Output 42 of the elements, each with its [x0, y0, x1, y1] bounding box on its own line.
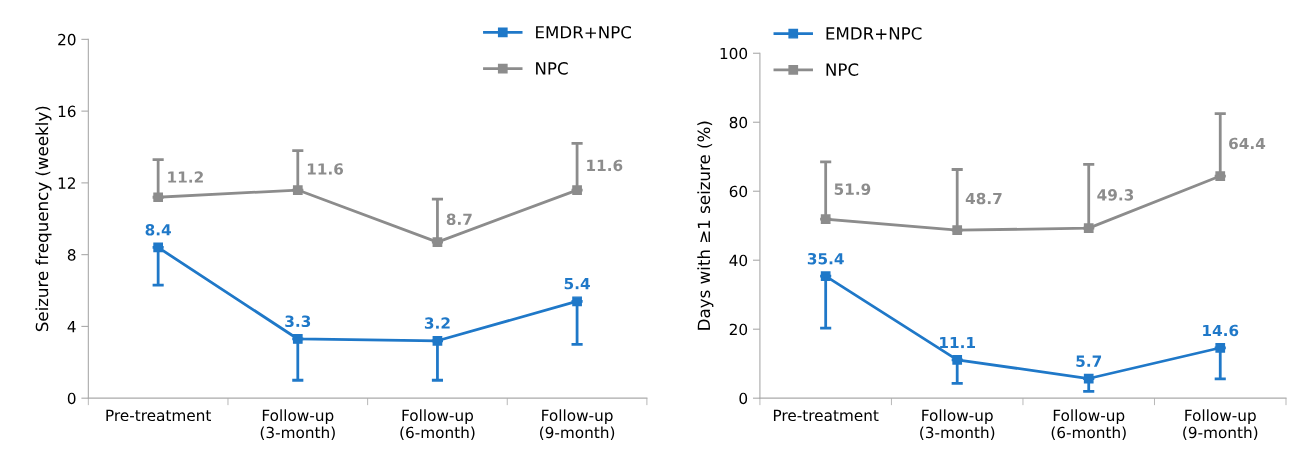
x-tick-label: Follow-up (3-month) [260, 409, 335, 441]
x-tick-label: Follow-up (9-month) [540, 409, 615, 441]
y-tick-label: 8 [67, 249, 76, 261]
data-label: 11.6 [307, 163, 344, 175]
y-tick-label: 80 [729, 116, 748, 129]
data-label: 64.4 [1229, 137, 1266, 150]
data-label: 8.4 [145, 223, 171, 236]
y-tick-label: 20 [58, 33, 76, 46]
data-label: 3.2 [424, 317, 450, 329]
legend-label: NPC [826, 63, 859, 76]
y-tick-label: 60 [729, 185, 748, 198]
data-label: 5.4 [564, 278, 590, 290]
legend-label: NPC [536, 62, 568, 75]
legend-label: EMDR+NPC [536, 25, 631, 39]
data-label: 48.7 [965, 192, 1002, 205]
x-tick-label: Follow-up (9-month) [1183, 409, 1258, 441]
x-tick-label: Pre-treatment [773, 409, 879, 422]
x-tick-label: Follow-up (6-month) [1051, 409, 1126, 441]
y-tick-label: 100 [720, 47, 748, 60]
x-tick-label: Follow-up (6-month) [400, 409, 475, 441]
y-tick-label: 20 [729, 323, 748, 336]
y-tick-label: 4 [67, 321, 76, 333]
data-label: 35.4 [807, 252, 844, 265]
data-label: 11.6 [587, 159, 623, 172]
y-tick-label: 12 [58, 177, 75, 189]
y-tick-label: 0 [67, 392, 76, 405]
y-tick-label: 16 [58, 105, 76, 118]
y-axis-title: Days with ≥1 seizure (%) [697, 121, 714, 330]
data-label: 14.6 [1203, 324, 1239, 337]
y-tick-label: 0 [739, 392, 748, 405]
x-tick-label: Pre-treatment [106, 409, 211, 422]
y-tick-label: 40 [729, 254, 748, 267]
data-label: 3.3 [285, 315, 311, 328]
data-label: 11.2 [168, 171, 203, 183]
data-label: 5.7 [1076, 355, 1102, 367]
x-tick-label: Follow-up (3-month) [920, 409, 995, 441]
data-label: 11.1 [940, 336, 975, 349]
y-axis-title: Seizure frequency (weekly) [35, 106, 52, 332]
data-label: 51.9 [834, 183, 871, 195]
data-label: 49.3 [1097, 189, 1134, 201]
data-label: 8.7 [446, 213, 472, 225]
legend-label: EMDR+NPC [826, 27, 922, 40]
